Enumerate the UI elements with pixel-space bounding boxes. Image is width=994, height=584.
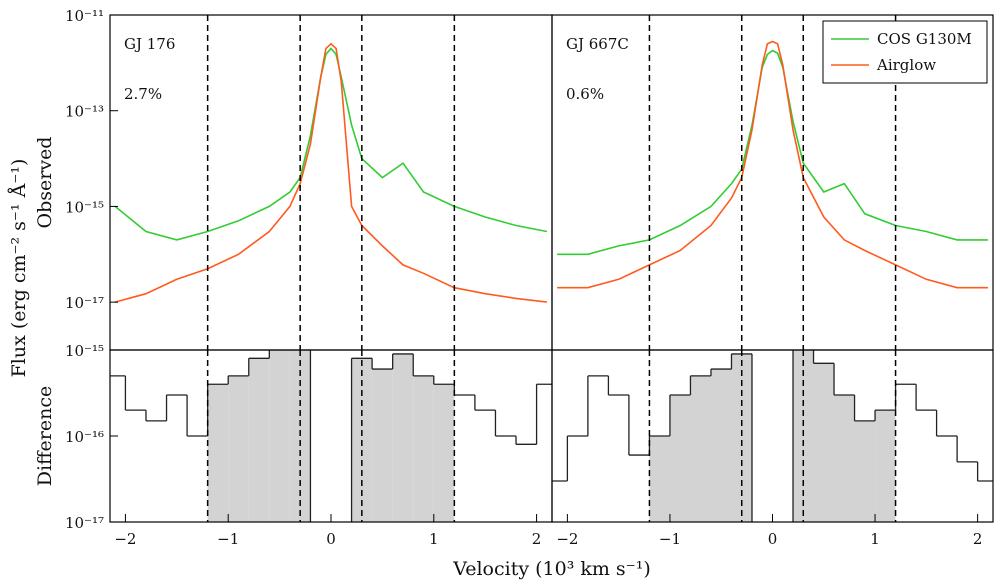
panel-y-label: Observed (34, 137, 56, 229)
shaded-bin (731, 353, 752, 522)
shaded-bin (854, 420, 876, 522)
spectrum-line (557, 49, 988, 256)
shaded-bin (248, 358, 270, 522)
shaded-bin (392, 353, 414, 522)
x-tick-label: 0 (768, 530, 778, 548)
x-tick-label: 0 (326, 530, 336, 548)
x-tick-label: −2 (114, 530, 136, 548)
panel-frame (551, 349, 994, 523)
annotation: GJ 176 (124, 35, 175, 53)
shaded-bin (834, 394, 855, 522)
legend-label: Airglow (876, 56, 936, 74)
shaded-bin (372, 369, 393, 522)
annotation: 0.6% (566, 85, 604, 103)
y-tick-label: 10⁻¹⁷ (65, 514, 104, 532)
x-tick-label: −2 (556, 530, 578, 548)
annotation: GJ 667C (566, 35, 629, 53)
panel-y-label: Difference (34, 386, 56, 487)
plot-area (552, 350, 993, 522)
plot-area (114, 42, 548, 303)
annotation: 2.7% (124, 85, 162, 103)
plot-area (110, 350, 552, 522)
shaded-bin (228, 375, 249, 522)
x-tick-label: −1 (659, 530, 681, 548)
legend-box (822, 20, 988, 84)
x-tick-label: −1 (217, 530, 239, 548)
legend-label: COS G130M (877, 30, 972, 48)
shaded-bin (813, 363, 835, 522)
shaded-bin (690, 375, 711, 522)
plot-area (557, 40, 988, 289)
shaded-bin (207, 384, 229, 522)
y-tick-label: 10⁻¹⁶ (65, 428, 104, 446)
x-axis-label: Velocity (10³ km s⁻¹) (452, 558, 651, 580)
x-tick-label: 2 (973, 530, 983, 548)
x-tick-label: 1 (870, 530, 880, 548)
shaded-bin (649, 436, 670, 522)
y-tick-label: 10⁻¹⁵ (65, 342, 104, 360)
y-tick-label: 10⁻¹⁵ (65, 198, 104, 216)
shaded-bin (710, 369, 732, 522)
x-tick-label: 1 (429, 530, 439, 548)
shaded-bin (875, 410, 896, 522)
shaded-bin (433, 384, 455, 522)
y-axis-label: Flux (erg cm⁻² s⁻¹ Å⁻¹) (8, 159, 30, 378)
panel-frame (109, 14, 553, 351)
shaded-bin (413, 375, 434, 522)
spectrum-line (114, 42, 547, 303)
shaded-bin (669, 394, 691, 522)
spectrum-line (557, 40, 988, 289)
shaded-bin (269, 350, 290, 522)
panel-frame (109, 349, 553, 523)
y-tick-label: 10⁻¹⁷ (65, 294, 104, 312)
y-tick-label: 10⁻¹¹ (65, 7, 104, 25)
y-tick-label: 10⁻¹³ (65, 103, 104, 121)
x-tick-label: 2 (532, 530, 542, 548)
spectrum-line (114, 47, 548, 241)
